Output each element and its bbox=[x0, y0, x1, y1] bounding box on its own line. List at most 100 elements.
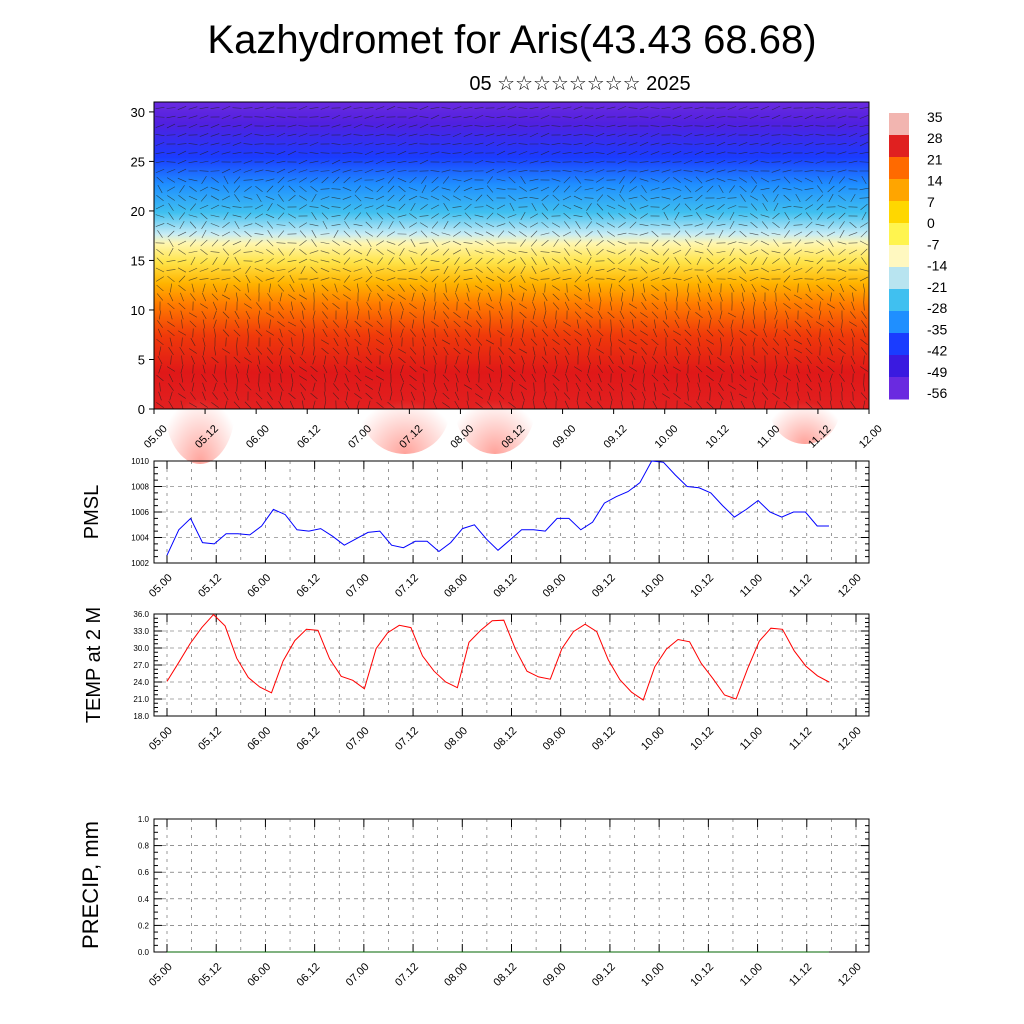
x-tick-label: 10.00 bbox=[639, 725, 667, 753]
wind-barb bbox=[333, 329, 339, 337]
wind-barb bbox=[697, 301, 701, 311]
wind-barb bbox=[155, 204, 165, 210]
wind-barb bbox=[477, 346, 481, 356]
wind-barb bbox=[344, 383, 350, 391]
wind-barb bbox=[267, 401, 273, 409]
wind-barb bbox=[859, 268, 869, 272]
wind-barb bbox=[694, 250, 704, 254]
wind-barb bbox=[783, 248, 791, 256]
wind-barb bbox=[530, 338, 538, 346]
wind-barb bbox=[353, 259, 363, 263]
wind-barb bbox=[419, 133, 429, 137]
wind-barb bbox=[496, 106, 506, 110]
wind-barb bbox=[496, 188, 506, 190]
wind-barb bbox=[628, 196, 638, 200]
wind-barb bbox=[320, 125, 330, 127]
wind-barb bbox=[203, 328, 205, 338]
wind-barb bbox=[585, 239, 593, 247]
wind-barb bbox=[531, 202, 537, 212]
wind-barb bbox=[478, 328, 480, 338]
x-tick-label: 10.00 bbox=[639, 961, 667, 989]
wind-barb bbox=[573, 152, 583, 154]
colorbar-box bbox=[889, 311, 909, 334]
wind-barb bbox=[331, 124, 341, 128]
wind-barb bbox=[607, 195, 615, 201]
wind-barb bbox=[815, 134, 825, 136]
wind-barb bbox=[749, 170, 759, 172]
wind-barb bbox=[277, 284, 285, 292]
wind-barb bbox=[673, 240, 681, 246]
wind-barb bbox=[221, 151, 231, 155]
wind-barb bbox=[628, 133, 638, 137]
wind-barb bbox=[815, 223, 825, 227]
wind-barb bbox=[420, 222, 428, 228]
heatmap-y-tick-label: 10 bbox=[131, 303, 145, 318]
heatmap-x-tick-label: 05.00 bbox=[142, 423, 170, 451]
wind-barb bbox=[376, 320, 384, 328]
wind-barb bbox=[585, 230, 593, 238]
wind-barb bbox=[716, 267, 726, 273]
wind-barb bbox=[807, 283, 811, 293]
wind-barb bbox=[774, 301, 778, 311]
wind-barb bbox=[683, 224, 693, 226]
wind-barb bbox=[628, 348, 638, 354]
wind-barb bbox=[177, 133, 187, 137]
wind-barb bbox=[573, 142, 583, 146]
wind-barb bbox=[508, 365, 516, 373]
wind-barb bbox=[540, 160, 550, 164]
wind-barb bbox=[299, 375, 307, 381]
wind-barb bbox=[441, 232, 451, 236]
wind-barb bbox=[675, 382, 679, 392]
wind-barb bbox=[861, 257, 867, 265]
wind-barb bbox=[574, 294, 582, 300]
wind-barb bbox=[848, 178, 858, 182]
wind-barb bbox=[409, 383, 417, 391]
wind-barb bbox=[508, 221, 516, 229]
wind-barb bbox=[599, 355, 601, 365]
wind-barb bbox=[662, 257, 670, 265]
wind-barb bbox=[695, 176, 703, 184]
wind-barb bbox=[210, 278, 220, 280]
wind-barb bbox=[332, 176, 340, 184]
wind-barb bbox=[518, 196, 528, 200]
wind-barb bbox=[739, 276, 747, 282]
wind-barb bbox=[254, 259, 264, 263]
wind-barb bbox=[793, 116, 803, 118]
wind-barb bbox=[727, 241, 737, 245]
wind-barb bbox=[596, 329, 604, 337]
wind-barb bbox=[499, 373, 503, 383]
wind-barb bbox=[641, 185, 647, 193]
x-tick-label: 07.00 bbox=[344, 572, 372, 600]
wind-barb bbox=[793, 339, 803, 345]
colorbar-box bbox=[889, 245, 909, 268]
wind-barb bbox=[223, 382, 229, 392]
wind-barb bbox=[189, 239, 197, 247]
y-tick-label: 24.0 bbox=[133, 678, 149, 687]
wind-barb bbox=[708, 382, 712, 392]
wind-barb bbox=[320, 241, 330, 245]
wind-barb bbox=[650, 115, 660, 119]
wind-barb bbox=[760, 161, 770, 163]
wind-barb bbox=[420, 266, 428, 274]
wind-barb bbox=[466, 400, 470, 410]
wind-barb bbox=[815, 125, 825, 127]
wind-barb bbox=[474, 107, 484, 109]
wind-barb bbox=[299, 177, 307, 183]
wind-barb bbox=[398, 203, 406, 211]
wind-barb bbox=[200, 303, 208, 309]
wind-barb bbox=[563, 176, 571, 184]
wind-barb bbox=[299, 230, 307, 238]
wind-barb bbox=[432, 239, 438, 247]
wind-barb bbox=[342, 169, 352, 173]
wind-barb bbox=[309, 142, 319, 146]
wind-barb bbox=[375, 151, 385, 155]
wind-barb bbox=[485, 204, 495, 210]
wind-barb bbox=[771, 161, 781, 163]
wind-barb bbox=[298, 105, 308, 111]
x-tick-label: 07.12 bbox=[393, 961, 421, 989]
wind-barb bbox=[399, 284, 405, 292]
wind-barb bbox=[554, 391, 558, 401]
wind-barb bbox=[639, 276, 649, 282]
wind-barb bbox=[299, 356, 307, 364]
wind-barb bbox=[236, 346, 238, 356]
